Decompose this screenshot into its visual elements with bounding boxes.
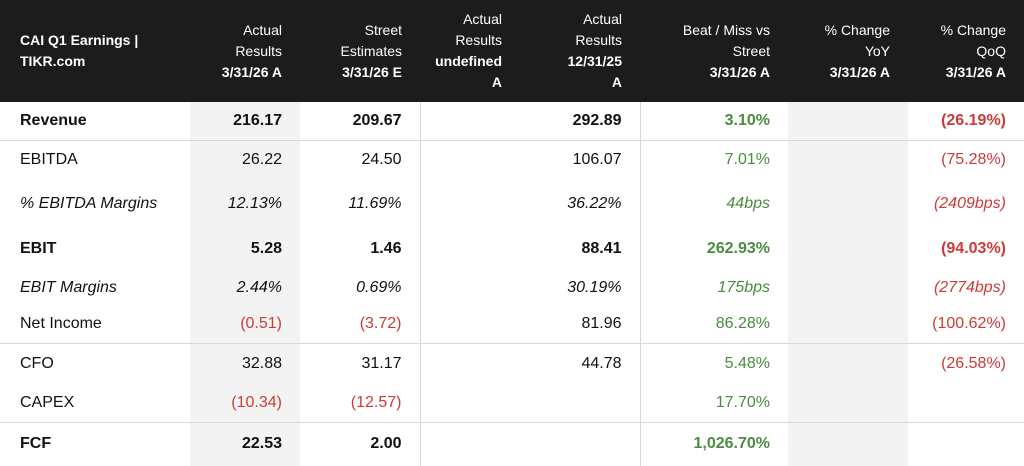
cell-prior-year <box>419 269 520 306</box>
title-line-2: TIKR.com <box>20 53 86 69</box>
cell-beat-miss: 175bps <box>639 269 788 306</box>
cell-prior-quarter <box>520 421 640 466</box>
cell-yoy <box>788 269 908 306</box>
cell-qoq: (2409bps) <box>933 195 1006 212</box>
row-label: Net Income <box>20 315 102 333</box>
cell-estimate: 24.50 <box>300 139 420 179</box>
header-beat-miss: Beat / Miss vs Street 3/31/26 A <box>640 0 788 102</box>
cell-qoq: (100.62%) <box>932 315 1006 333</box>
cell-beat-miss: 5.48% <box>639 342 788 384</box>
cell-prior-quarter: 44.78 <box>520 342 640 384</box>
cell-prior-year <box>419 306 520 343</box>
cell-estimate: 31.17 <box>300 342 420 384</box>
cell-prior-quarter: 106.07 <box>520 139 640 179</box>
row-label: CAPEX <box>20 393 75 411</box>
table-row-ebit: EBIT 5.28 1.46 88.41 262.93% (94.03%) <box>0 229 1024 269</box>
cell-estimate: 2.00 <box>300 421 420 466</box>
table-row-net-income: Net Income (0.51) (3.72) 81.96 86.28% (1… <box>0 306 1024 343</box>
cell-prior-year <box>419 342 520 384</box>
table-row-ebit-margins: EBIT Margins 2.44% 0.69% 30.19% 175bps (… <box>0 269 1024 306</box>
table-row-capex: CAPEX (10.34) (12.57) 17.70% <box>0 384 1024 422</box>
cell-estimate: 209.67 <box>352 111 402 129</box>
cell-qoq: (75.28%) <box>908 139 1024 179</box>
cell-prior-quarter: 30.19% <box>567 278 622 296</box>
table-row-revenue: Revenue 216.17 209.67 292.89 3.10% (26.1… <box>0 102 1024 140</box>
cell-prior-year <box>419 229 520 269</box>
cell-actual: 26.22 <box>190 139 300 179</box>
table-row-ebitda: EBITDA 26.22 24.50 106.07 7.01% (75.28%) <box>0 139 1024 179</box>
row-label: EBIT Margins <box>20 278 117 296</box>
cell-actual: (10.34) <box>190 384 300 422</box>
header-actual-prior-quarter: Actual Results 12/31/25 A <box>520 0 640 102</box>
cell-yoy <box>788 139 908 179</box>
row-label: EBITDA <box>0 139 190 179</box>
row-label: CFO <box>0 342 190 384</box>
table-row-ebitda-margins: % EBITDA Margins 12.13% 11.69% 36.22% 44… <box>0 179 1024 229</box>
cell-prior-quarter: 36.22% <box>567 195 622 212</box>
cell-yoy <box>788 179 908 229</box>
cell-actual: 22.53 <box>190 421 300 466</box>
cell-qoq: (26.19%) <box>941 111 1006 129</box>
cell-prior-quarter: 292.89 <box>572 111 622 129</box>
cell-qoq <box>908 421 1024 466</box>
title-line-1: CAI Q1 Earnings | <box>20 32 139 48</box>
cell-beat-miss: 44bps <box>639 179 788 229</box>
header-actual-prior-year: Actual Results undefined A <box>420 0 520 102</box>
cell-prior-quarter: 81.96 <box>581 315 622 333</box>
cell-beat-miss: 17.70% <box>639 384 788 422</box>
cell-yoy <box>788 102 908 140</box>
table-row-fcf: FCF 22.53 2.00 1,026.70% <box>0 421 1024 466</box>
table-row-cfo: CFO 32.88 31.17 44.78 5.48% (26.58%) <box>0 342 1024 384</box>
cell-actual: 5.28 <box>190 229 300 269</box>
cell-prior-year <box>419 421 520 466</box>
row-label: EBIT <box>20 240 57 257</box>
cell-yoy <box>788 306 908 343</box>
cell-beat-miss: 3.10% <box>639 102 788 140</box>
cell-prior-year <box>419 139 520 179</box>
cell-estimate: 0.69% <box>356 278 402 296</box>
header-change-yoy: % Change YoY 3/31/26 A <box>788 0 908 102</box>
cell-estimate: 1.46 <box>370 240 402 257</box>
cell-prior-year <box>419 179 520 229</box>
cell-qoq: (2774bps) <box>933 278 1006 296</box>
cell-beat-miss: 7.01% <box>639 139 788 179</box>
cell-beat-miss: 86.28% <box>639 306 788 343</box>
cell-actual: (0.51) <box>190 306 300 343</box>
cell-prior-quarter <box>520 384 640 422</box>
cell-actual: 2.44% <box>190 269 300 306</box>
header-street-estimates: Street Estimates 3/31/26 E <box>300 0 420 102</box>
cell-estimate: (3.72) <box>359 315 402 333</box>
row-label: Revenue <box>20 111 87 129</box>
cell-beat-miss: 262.93% <box>639 229 788 269</box>
cell-prior-quarter: 88.41 <box>581 240 622 257</box>
cell-yoy <box>788 421 908 466</box>
cell-actual: 216.17 <box>190 102 300 140</box>
cell-qoq: (26.58%) <box>908 342 1024 384</box>
cell-prior-year <box>419 102 520 140</box>
header-actual-results: Actual Results 3/31/26 A <box>190 0 300 102</box>
cell-estimate: (12.57) <box>350 393 402 411</box>
cell-actual: 12.13% <box>190 179 300 229</box>
cell-beat-miss: 1,026.70% <box>639 421 788 466</box>
table-title: CAI Q1 Earnings | TIKR.com <box>0 0 190 102</box>
cell-yoy <box>788 229 908 269</box>
cell-estimate: 11.69% <box>348 195 402 212</box>
cell-yoy <box>788 384 908 422</box>
table-header-row: CAI Q1 Earnings | TIKR.com Actual Result… <box>0 0 1024 102</box>
cell-prior-year <box>419 384 520 422</box>
cell-qoq: (94.03%) <box>941 240 1006 257</box>
row-label: FCF <box>0 421 190 466</box>
header-change-qoq: % Change QoQ 3/31/26 A <box>908 0 1024 102</box>
row-label: % EBITDA Margins <box>20 195 158 212</box>
cell-qoq <box>908 384 1024 422</box>
cell-yoy <box>788 342 908 384</box>
cell-actual: 32.88 <box>190 342 300 384</box>
